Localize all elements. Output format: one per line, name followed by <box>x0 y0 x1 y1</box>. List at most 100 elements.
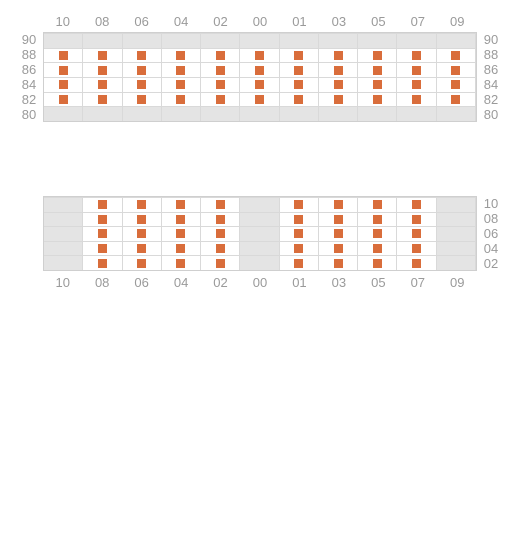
seat-cell-occupied[interactable] <box>319 77 358 92</box>
seat-cell-occupied[interactable] <box>201 241 240 256</box>
seat-cell-occupied[interactable] <box>358 197 397 212</box>
seat-cell-occupied[interactable] <box>162 92 201 107</box>
seat-cell-occupied[interactable] <box>162 62 201 77</box>
seat-cell-occupied[interactable] <box>397 62 436 77</box>
seat-cell-occupied[interactable] <box>240 92 279 107</box>
seat-cell-occupied[interactable] <box>397 48 436 63</box>
seat-marker-icon <box>98 51 107 60</box>
seat-cell-occupied[interactable] <box>319 255 358 270</box>
seat-cell-occupied[interactable] <box>437 62 476 77</box>
seat-marker-icon <box>137 259 146 268</box>
seat-marker-icon <box>59 80 68 89</box>
seat-cell-occupied[interactable] <box>319 92 358 107</box>
seat-marker-icon <box>334 229 343 238</box>
seat-cell-occupied[interactable] <box>358 212 397 227</box>
seat-cell-occupied[interactable] <box>83 255 122 270</box>
axis-tick: 08 <box>484 211 498 226</box>
axis-right: 808284868890 <box>477 32 505 122</box>
seat-cell-occupied[interactable] <box>397 255 436 270</box>
seat-marker-icon <box>98 229 107 238</box>
seat-cell-occupied[interactable] <box>162 212 201 227</box>
seat-cell-occupied[interactable] <box>280 197 319 212</box>
seat-cell-occupied[interactable] <box>397 226 436 241</box>
seat-cell-occupied[interactable] <box>83 212 122 227</box>
seat-cell-occupied[interactable] <box>123 48 162 63</box>
seat-cell-empty <box>437 106 476 121</box>
seat-cell-occupied[interactable] <box>397 77 436 92</box>
seat-cell-empty <box>83 106 122 121</box>
seat-cell-occupied[interactable] <box>358 255 397 270</box>
seat-cell-occupied[interactable] <box>358 92 397 107</box>
seat-cell-occupied[interactable] <box>162 77 201 92</box>
seat-cell-occupied[interactable] <box>44 48 83 63</box>
seat-cell-occupied[interactable] <box>162 197 201 212</box>
seat-cell-occupied[interactable] <box>358 62 397 77</box>
seat-cell-occupied[interactable] <box>83 92 122 107</box>
seat-cell-occupied[interactable] <box>358 226 397 241</box>
seat-cell-occupied[interactable] <box>319 62 358 77</box>
seat-cell-occupied[interactable] <box>280 226 319 241</box>
seat-cell-occupied[interactable] <box>397 197 436 212</box>
seat-cell-occupied[interactable] <box>319 197 358 212</box>
seat-cell-occupied[interactable] <box>280 212 319 227</box>
seat-cell-occupied[interactable] <box>319 226 358 241</box>
grid-area <box>43 32 477 122</box>
seat-marker-icon <box>176 244 185 253</box>
seat-cell-occupied[interactable] <box>123 92 162 107</box>
seat-cell-occupied[interactable] <box>162 255 201 270</box>
seat-cell-occupied[interactable] <box>280 255 319 270</box>
seat-cell-occupied[interactable] <box>280 48 319 63</box>
seat-cell-occupied[interactable] <box>83 241 122 256</box>
seat-cell-occupied[interactable] <box>162 226 201 241</box>
seat-cell-occupied[interactable] <box>240 77 279 92</box>
seat-cell-occupied[interactable] <box>83 48 122 63</box>
seat-cell-occupied[interactable] <box>44 77 83 92</box>
seat-cell-occupied[interactable] <box>240 48 279 63</box>
seat-cell-occupied[interactable] <box>437 92 476 107</box>
seat-cell-occupied[interactable] <box>280 92 319 107</box>
seat-cell-occupied[interactable] <box>280 62 319 77</box>
seat-cell-occupied[interactable] <box>397 92 436 107</box>
seat-cell-occupied[interactable] <box>280 77 319 92</box>
seat-cell-occupied[interactable] <box>83 197 122 212</box>
seat-cell-occupied[interactable] <box>319 48 358 63</box>
seat-cell-occupied[interactable] <box>123 226 162 241</box>
seat-cell-occupied[interactable] <box>162 241 201 256</box>
seat-cell-occupied[interactable] <box>358 77 397 92</box>
seat-cell-occupied[interactable] <box>201 92 240 107</box>
seat-cell-occupied[interactable] <box>201 226 240 241</box>
seat-cell-occupied[interactable] <box>358 48 397 63</box>
seat-cell-occupied[interactable] <box>201 197 240 212</box>
seat-marker-icon <box>216 66 225 75</box>
seat-cell-occupied[interactable] <box>240 62 279 77</box>
seat-cell-occupied[interactable] <box>397 212 436 227</box>
seat-cell-occupied[interactable] <box>44 92 83 107</box>
seat-cell-occupied[interactable] <box>319 212 358 227</box>
seat-cell-empty <box>162 106 201 121</box>
seat-cell-occupied[interactable] <box>201 255 240 270</box>
seat-cell-occupied[interactable] <box>397 241 436 256</box>
seat-cell-occupied[interactable] <box>123 255 162 270</box>
seat-cell-occupied[interactable] <box>358 241 397 256</box>
seat-cell-occupied[interactable] <box>83 62 122 77</box>
seat-cell-occupied[interactable] <box>123 241 162 256</box>
seat-cell-occupied[interactable] <box>201 62 240 77</box>
seat-cell-occupied[interactable] <box>201 48 240 63</box>
seat-cell-occupied[interactable] <box>437 48 476 63</box>
seat-marker-icon <box>255 51 264 60</box>
seat-cell-occupied[interactable] <box>83 77 122 92</box>
seat-cell-occupied[interactable] <box>162 48 201 63</box>
seat-cell-occupied[interactable] <box>280 241 319 256</box>
seat-cell-empty <box>201 106 240 121</box>
seat-cell-occupied[interactable] <box>437 77 476 92</box>
seat-cell-occupied[interactable] <box>44 62 83 77</box>
seat-cell-occupied[interactable] <box>123 212 162 227</box>
seat-cell-occupied[interactable] <box>123 197 162 212</box>
seat-marker-icon <box>98 66 107 75</box>
seat-cell-occupied[interactable] <box>319 241 358 256</box>
seat-cell-occupied[interactable] <box>201 212 240 227</box>
seat-cell-occupied[interactable] <box>201 77 240 92</box>
seat-cell-occupied[interactable] <box>123 62 162 77</box>
seat-cell-occupied[interactable] <box>83 226 122 241</box>
seat-cell-occupied[interactable] <box>123 77 162 92</box>
